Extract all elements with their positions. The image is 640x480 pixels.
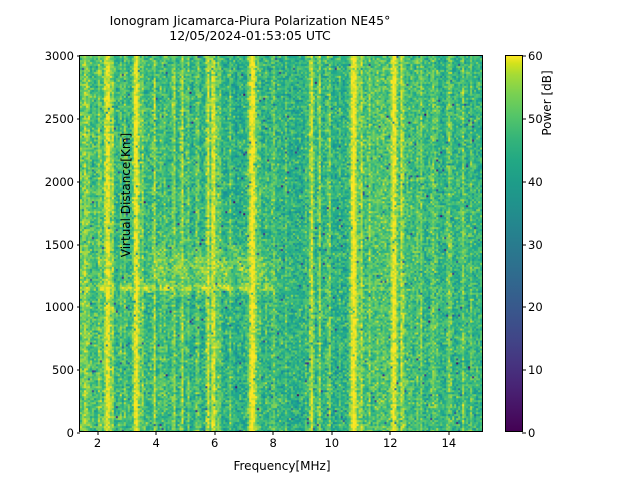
colorbar-tick-label: 30 [528,237,543,252]
x-tick-label: 6 [210,436,219,450]
chart-title-line-2: 12/05/2024-01:53:05 UTC [169,27,331,43]
y-tick-label: 1500 [44,237,74,252]
y-tick-label: 2000 [44,174,74,189]
x-tick-mark [448,431,450,435]
colorbar-tick-mark [522,306,526,308]
colorbar-tick-mark [522,244,526,245]
x-tick-mark [214,431,216,435]
colorbar-tick-label: 10 [528,363,543,378]
y-tick-label: 1000 [44,300,74,315]
y-tick-label: 3000 [44,49,74,63]
colorbar-tick-label: 50 [528,111,543,126]
colorbar-tick-mark [522,181,526,183]
x-tick-label: 14 [441,436,457,450]
x-tick-label: 2 [93,436,102,450]
x-tick-label: 4 [152,436,160,450]
colorbar: 0 10 20 30 40 50 60 [505,49,543,440]
colorbar-tick-label: 40 [528,174,543,189]
x-tick-mark [97,431,99,435]
colorbar-tick-mark [522,118,526,120]
x-tick-label: 8 [269,436,277,450]
y-tick-mark [76,244,80,245]
colorbar-tick-mark [522,432,526,434]
y-tick-mark [76,55,80,57]
chart-title: Ionogram Jicamarca-Piura Polarization NE… [0,13,500,44]
colorbar-label: Power [dB] [540,70,554,136]
plot-area: Virtual Distance[Km] Frequency[MHz] 2 4 6 8… [45,49,483,473]
y-axis-label: Virtual Distance[Km] [119,132,133,258]
y-tick-label: 2500 [44,111,74,126]
y-tick-label: 0 [66,426,74,440]
chart-title-line-1: Ionogram Jicamarca-Piura Polarization NE… [109,13,391,28]
colorbar-tick-label: 60 [528,49,543,63]
colorbar-tick-mark [522,55,526,57]
colorbar-tick-label: 20 [528,300,543,315]
x-tick-label: 10 [324,436,340,450]
y-tick-mark [76,432,80,434]
x-tick-mark [272,431,274,435]
x-tick-mark [155,431,157,435]
x-tick-mark [331,431,333,435]
y-tick-mark [76,306,80,308]
y-tick-mark [76,118,80,120]
colorbar-tick-label: 0 [528,426,536,440]
y-tick-label: 500 [52,363,74,378]
x-tick-mark [389,431,391,435]
y-tick-mark [76,369,80,371]
y-tick-mark [76,181,80,183]
x-axis-label: Frequency[MHz] [233,459,331,473]
x-tick-label: 12 [382,436,398,450]
colorbar-tick-mark [522,369,526,371]
ionogram-heatmap [80,56,482,431]
